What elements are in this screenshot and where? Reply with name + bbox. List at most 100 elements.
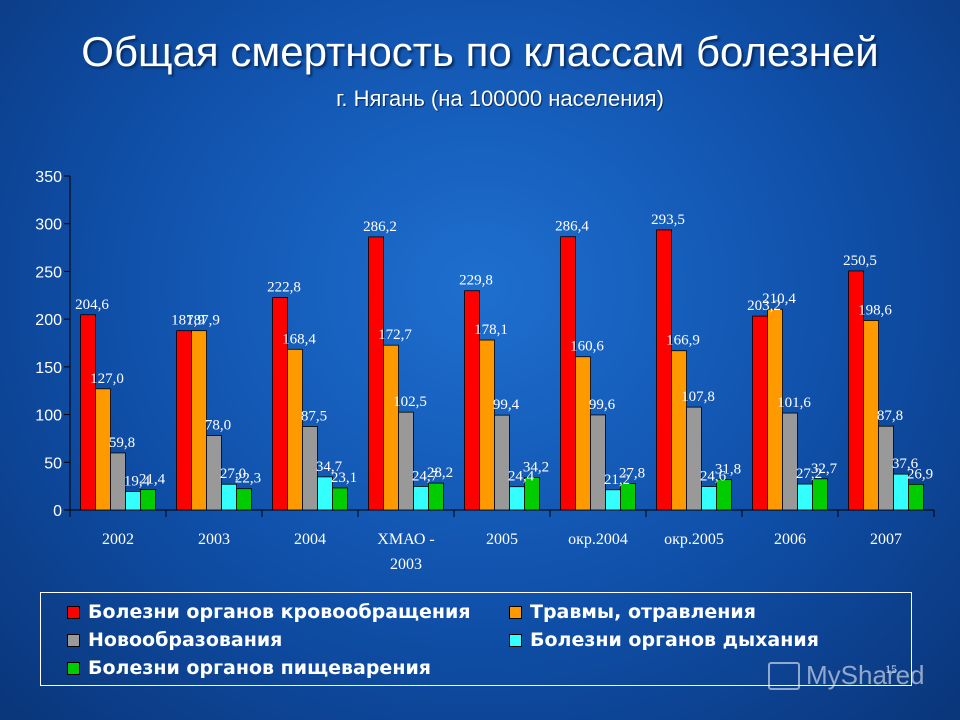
legend-label: Новообразования — [88, 629, 283, 651]
data-label: 203,2 — [747, 298, 781, 314]
data-label: 37,6 — [892, 456, 919, 472]
bar — [302, 426, 318, 511]
bar — [413, 486, 429, 511]
bar — [686, 406, 702, 511]
bar — [110, 452, 126, 511]
y-tick-label: 150 — [35, 360, 62, 377]
bar — [236, 488, 252, 511]
bar — [140, 489, 156, 511]
legend-label: Болезни органов кровообращения — [88, 601, 471, 623]
x-tick-label: 2004 — [294, 531, 326, 548]
bar — [767, 308, 783, 511]
data-label: 27,0 — [220, 466, 246, 482]
data-label: 172,7 — [378, 327, 412, 343]
data-label: 102,5 — [393, 394, 427, 410]
y-tick-label: 100 — [35, 408, 62, 425]
x-tick-label: 2007 — [870, 531, 902, 548]
legend-label: Болезни органов дыхания — [530, 629, 819, 651]
bar — [80, 314, 96, 511]
data-label: 21,4 — [139, 472, 166, 488]
data-label: 286,2 — [363, 219, 397, 235]
x-tick-label: 2003 — [390, 556, 422, 573]
bar — [671, 350, 687, 511]
data-label: 87,8 — [877, 408, 903, 424]
bar — [701, 486, 717, 511]
bar — [590, 414, 606, 511]
data-label: 160,6 — [570, 339, 604, 355]
bar — [206, 435, 222, 511]
bar — [812, 478, 828, 511]
chart-legend: Болезни органов кровообращения Травмы, от… — [40, 592, 912, 686]
data-label: 19,4 — [124, 473, 151, 489]
bar — [908, 483, 924, 511]
data-label: 59,8 — [109, 435, 135, 451]
legend-swatch — [67, 633, 80, 647]
data-label: 127,0 — [90, 371, 124, 387]
bar — [125, 491, 141, 511]
data-label: 34,7 — [316, 459, 343, 475]
x-tick-label: ХМАО - — [377, 531, 434, 548]
data-label: 78,0 — [205, 418, 231, 434]
bar — [398, 411, 414, 511]
y-tick-label: 50 — [44, 455, 62, 472]
bar — [575, 356, 591, 511]
legend-swatch — [509, 633, 522, 647]
data-label: 178,1 — [474, 322, 508, 338]
data-label: 293,5 — [651, 212, 685, 228]
bar — [797, 483, 813, 511]
bar — [191, 330, 207, 511]
presentation-icon — [768, 661, 800, 690]
bar — [620, 483, 636, 511]
bar — [863, 320, 879, 511]
x-tick-label: 2002 — [102, 531, 134, 548]
data-label: 27,2 — [796, 466, 822, 482]
data-label: 198,6 — [858, 302, 892, 318]
data-label: 229,8 — [459, 273, 493, 289]
bar — [752, 315, 768, 511]
bar — [716, 479, 732, 511]
data-label: 107,8 — [681, 389, 715, 405]
bar — [878, 425, 894, 511]
data-label: 23,1 — [331, 470, 357, 486]
bar — [287, 348, 303, 511]
watermark: MyShared — [768, 660, 925, 691]
y-tick-label: 0 — [53, 503, 62, 520]
legend-swatch — [67, 661, 80, 675]
data-label: 286,4 — [555, 219, 589, 235]
x-tick-label: 2005 — [486, 531, 518, 548]
y-tick-label: 300 — [35, 217, 62, 234]
x-tick-label: 2006 — [774, 531, 806, 548]
bar — [782, 412, 798, 511]
data-label: 166,9 — [666, 333, 700, 349]
legend-label: Болезни органов пищеварения — [88, 657, 431, 679]
data-label: 99,4 — [493, 397, 520, 413]
bar — [560, 236, 576, 511]
data-label: 32,7 — [811, 461, 838, 477]
x-tick-label: окр.2005 — [664, 531, 724, 548]
data-label: 28,2 — [427, 465, 453, 481]
data-label: 222,8 — [267, 279, 301, 295]
page-number: 15 — [885, 662, 897, 676]
data-label: 24,7 — [412, 468, 439, 484]
data-label: 250,5 — [843, 253, 877, 269]
bar — [605, 489, 621, 511]
data-label: 31,8 — [715, 462, 741, 478]
legend-item: Болезни органов пищеварения — [67, 657, 431, 679]
legend-label: Травмы, отравления — [530, 601, 756, 623]
data-label: 99,6 — [589, 397, 616, 413]
bar — [494, 414, 510, 511]
legend-item: Болезни органов дыхания — [509, 629, 819, 651]
bar — [479, 339, 495, 511]
chart-subtitle: г. Нягань (на 100000 населения) — [336, 86, 664, 111]
bar — [95, 388, 111, 511]
legend-swatch — [509, 605, 522, 619]
data-label: 87,5 — [301, 409, 327, 425]
legend-item: Травмы, отравления — [509, 601, 756, 623]
chart-title: Общая смертность по классам болезней — [81, 28, 879, 75]
legend-swatch — [67, 605, 80, 619]
bar-chart: 0 50 100 150 200 250 300 350 204,6 187,9 222,8 286… — [35, 175, 935, 573]
data-label: 34,2 — [523, 459, 549, 475]
legend-item: Новообразования — [67, 629, 282, 651]
data-label: 24,6 — [700, 469, 727, 485]
data-label: 26,9 — [907, 466, 933, 482]
